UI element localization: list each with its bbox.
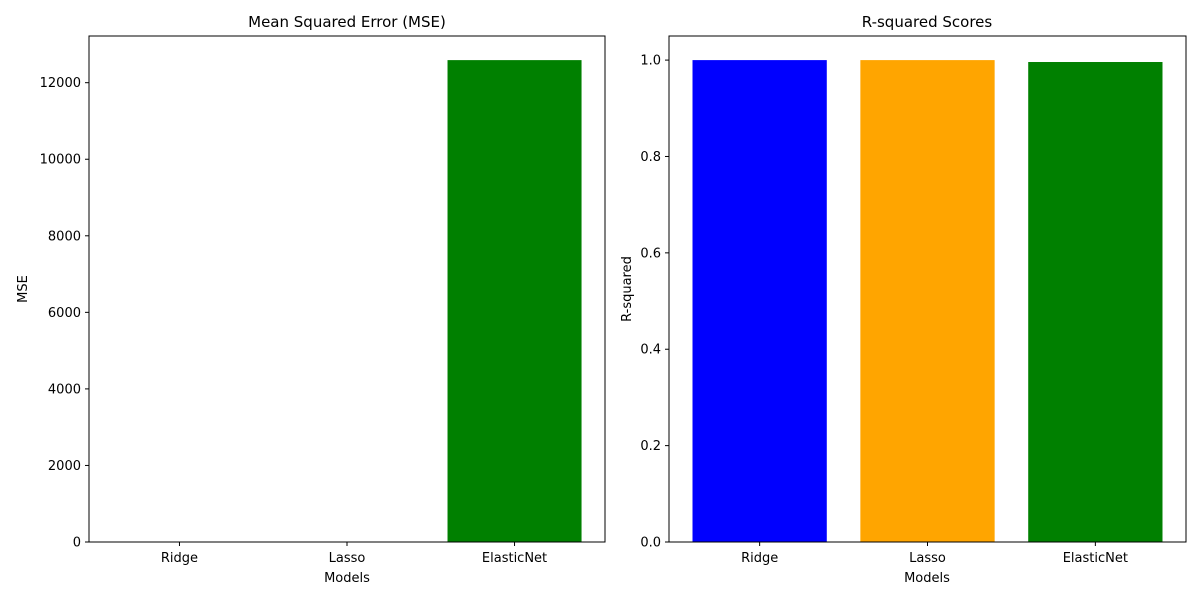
mse-y-tick-label: 0 (73, 536, 81, 551)
r-squared-y-axis-label: R-squared (620, 256, 635, 322)
r-squared-y-tick-label: 0.0 (640, 536, 661, 551)
mse-y-axis-label: MSE (16, 275, 31, 303)
mse-x-tick-label: Lasso (329, 551, 366, 566)
r-squared-bars (692, 60, 1163, 543)
mse-bars (112, 60, 582, 542)
r-squared-x-tick-label: ElasticNet (1063, 551, 1128, 566)
r-squared-bar-ridge (692, 60, 827, 542)
r-squared-y-ticks: 0.0 0.2 0.4 0.6 0.8 1.0 (640, 54, 669, 551)
r-squared-x-tick-label: Lasso (909, 551, 946, 566)
r-squared-y-tick-label: 0.8 (640, 150, 661, 165)
mse-plot-frame (88, 35, 606, 543)
r-squared-plot-frame (668, 35, 1187, 543)
mse-x-tick-label: Ridge (161, 551, 198, 566)
r-squared-y-tick-label: 0.2 (640, 439, 661, 454)
mse-x-tick-label: ElasticNet (482, 551, 547, 566)
mse-y-tick-label: 2000 (48, 459, 81, 474)
r-squared-x-ticks: Ridge Lasso ElasticNet (741, 542, 1128, 566)
mse-y-tick-label: 4000 (48, 382, 81, 397)
mse-y-tick-label: 10000 (40, 153, 81, 168)
mse-y-tick-label: 12000 (40, 76, 81, 91)
r-squared-y-tick-label: 0.4 (640, 343, 661, 358)
r-squared-chart: R-squared Scores 0.0 0.2 0.4 0.6 0.8 1.0 Ridg… (620, 13, 1187, 586)
mse-y-ticks: 0 2000 4000 6000 8000 10000 12000 (40, 76, 89, 551)
r-squared-x-tick-label: Ridge (741, 551, 778, 566)
r-squared-chart-title: R-squared Scores (862, 13, 993, 31)
r-squared-x-axis-label: Models (904, 571, 950, 586)
mse-x-ticks: Ridge Lasso ElasticNet (161, 542, 547, 566)
r-squared-y-tick-label: 1.0 (640, 54, 661, 69)
mse-x-axis-label: Models (324, 571, 370, 586)
mse-chart-title: Mean Squared Error (MSE) (248, 13, 446, 31)
mse-y-tick-label: 6000 (48, 306, 81, 321)
r-squared-bar-lasso (860, 60, 995, 542)
mse-bar-elasticnet (447, 60, 582, 542)
r-squared-y-tick-label: 0.6 (640, 246, 661, 261)
mse-chart: Mean Squared Error (MSE) 0 2000 4000 6000 80… (16, 13, 606, 586)
mse-y-tick-label: 8000 (48, 229, 81, 244)
r-squared-bar-elasticnet (1028, 62, 1163, 543)
